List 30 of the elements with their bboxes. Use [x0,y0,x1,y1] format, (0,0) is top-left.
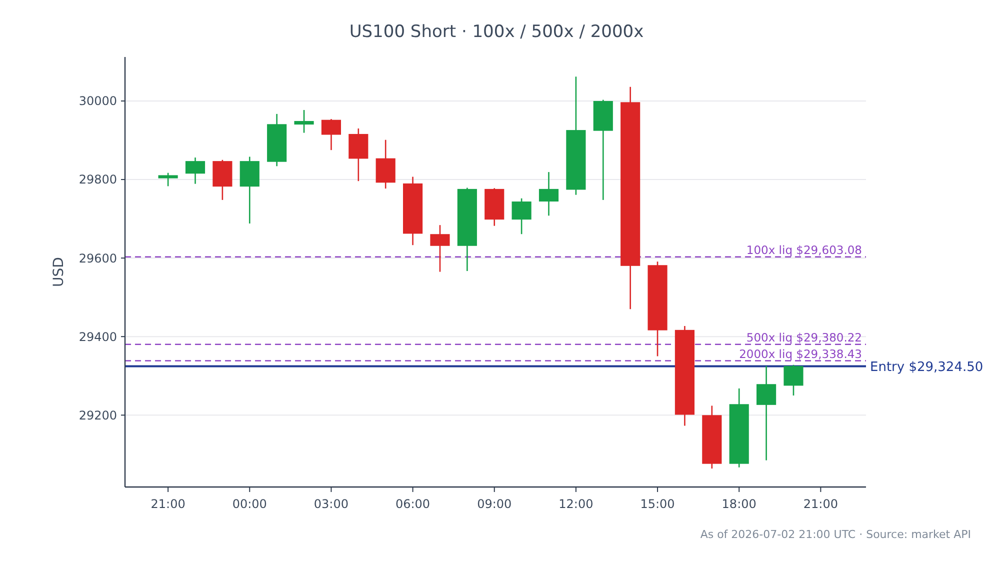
x-tick-label: 15:00 [640,497,675,511]
ref-line-label: 2000x liq $29,338.43 [739,346,862,361]
candlestick [430,224,450,272]
candlestick [321,118,341,151]
ref-line-label: 500x liq $29,380.22 [746,330,862,344]
candlestick [538,171,559,216]
x-tick-label: 03:00 [314,497,349,511]
ref-line-label: Entry $29,324.50 [870,360,984,376]
candlestick [185,156,206,184]
y-tick-label: 29800 [78,172,117,187]
ref-line-label: 100x liq $29,603.08 [746,242,862,257]
x-tick-label: 12:00 [558,497,594,511]
y-axis-title: USD [51,257,67,287]
candlestick [784,364,804,396]
candlestick [512,198,532,235]
x-tick-label: 21:00 [803,497,838,511]
y-tick-label: 30000 [78,94,117,108]
candlestick [158,172,178,187]
x-tick-label: 09:00 [477,497,512,511]
x-tick-label: 21:00 [150,497,186,511]
y-tick-label: 29200 [78,408,117,422]
y-tick-label: 29600 [78,251,117,266]
chart-title: US100 Short · 100x / 500x / 2000x [349,22,644,42]
x-tick-label: 06:00 [395,497,430,511]
candlestick [294,109,314,134]
y-tick-label: 29400 [78,330,117,344]
x-tick-label: 18:00 [722,497,756,511]
text: As of 2026-07-02 21:00 UTC · Source: market API [700,528,971,541]
candlestick [756,365,776,461]
x-tick-label: 00:00 [232,497,267,511]
